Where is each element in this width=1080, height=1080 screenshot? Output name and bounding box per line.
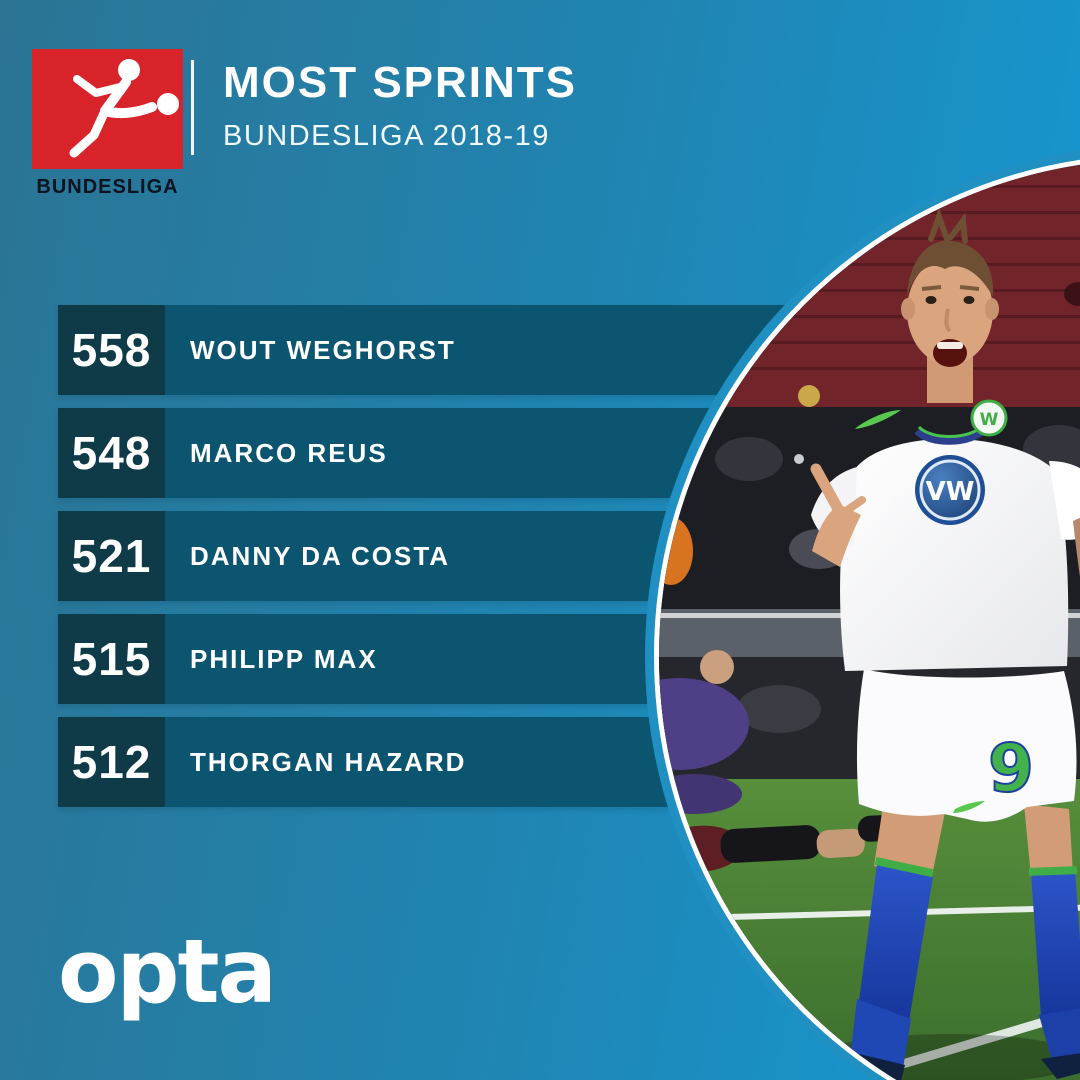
bundesliga-footballer-icon — [69, 59, 179, 158]
sprint-count: 512 — [58, 717, 165, 807]
shorts — [856, 669, 1077, 822]
sock-right — [1031, 869, 1080, 1017]
jersey-number: 9 — [988, 730, 1034, 807]
bundesliga-logo — [32, 49, 183, 169]
player-photo-scene: 9 W — [659, 159, 1080, 1080]
vw-badge-icon: VW — [915, 455, 985, 525]
opta-logo: opta — [58, 920, 277, 1023]
player-head — [907, 257, 993, 365]
main-player-figure: 9 W — [798, 208, 1080, 1080]
sock-left — [859, 864, 933, 1021]
bundesliga-wordmark: BUNDESLIGA — [36, 176, 179, 198]
sprint-count: 515 — [58, 614, 165, 704]
sprint-count: 521 — [58, 511, 165, 601]
svg-text:VW: VW — [926, 477, 975, 507]
tattooed-forearm — [1073, 517, 1080, 577]
page-subtitle: BUNDESLIGA 2018-19 — [223, 120, 550, 152]
cup-badge-icon — [798, 385, 820, 407]
sprint-count: 558 — [58, 305, 165, 395]
pointing-finger — [810, 463, 843, 513]
nike-swoosh-icon — [855, 410, 901, 429]
player-photo: 9 W — [654, 154, 1080, 1080]
wolfsburg-crest-icon: W — [970, 399, 1008, 437]
hair — [907, 240, 994, 297]
page-title: MOST SPRINTS — [223, 58, 578, 107]
header-divider — [191, 60, 194, 155]
sprint-count: 548 — [58, 408, 165, 498]
jersey — [840, 438, 1069, 671]
svg-text:W: W — [980, 410, 999, 430]
